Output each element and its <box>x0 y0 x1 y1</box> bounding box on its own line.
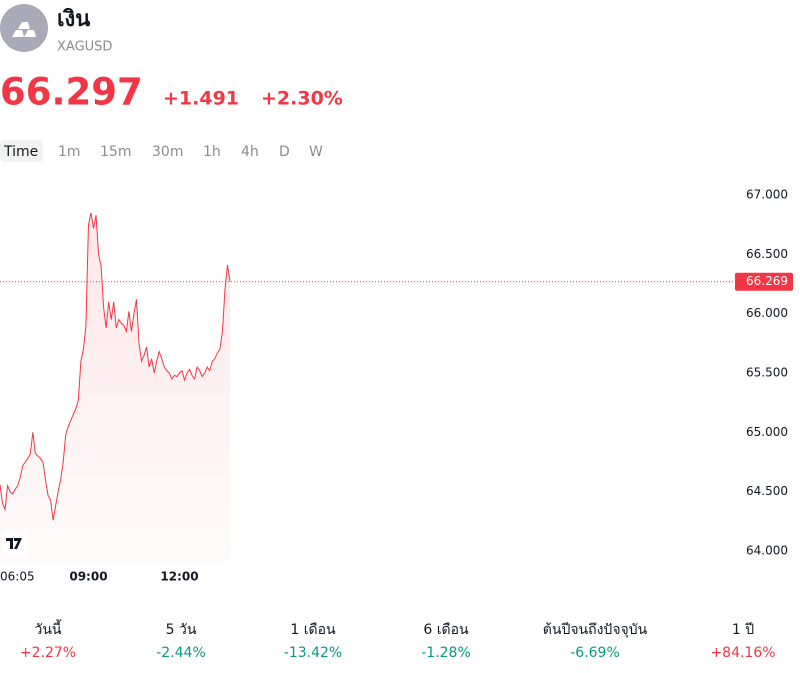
y-tick-label: 64.000 <box>746 544 788 558</box>
interval-tab[interactable]: Time <box>3 144 38 160</box>
x-tick-label: 06:05 <box>0 570 35 584</box>
interval-bar: Time 1m 15m 30m 1h 4h D W <box>3 144 323 160</box>
y-tick-label: 65.000 <box>746 425 788 439</box>
symbol-name: เงิน <box>57 7 90 32</box>
performance-value[interactable]: -1.28% <box>421 645 471 661</box>
performance-row: วันนี้ +2.27% 5 วัน -2.44% 1 เดือน -13.42% 6 เ… <box>20 619 776 661</box>
performance-value[interactable]: +84.16% <box>710 645 775 661</box>
performance-label[interactable]: 6 เดือน <box>423 622 469 638</box>
performance-label[interactable]: วันนี้ <box>34 619 62 638</box>
price-change: +1.491 <box>163 88 239 110</box>
interval-tab[interactable]: 4h <box>241 144 259 160</box>
price-change-percent: +2.30% <box>261 88 343 110</box>
interval-tab[interactable]: 30m <box>152 144 183 160</box>
y-tick-label: 65.500 <box>746 366 788 380</box>
performance-label[interactable]: ต้นปีจนถึงปัจจุบัน <box>543 622 648 638</box>
performance-label[interactable]: 1 ปี <box>732 622 754 638</box>
interval-tab[interactable]: 15m <box>100 144 131 160</box>
performance-value[interactable]: -13.42% <box>284 645 342 661</box>
performance-label[interactable]: 1 เดือน <box>290 622 336 638</box>
interval-tab[interactable]: 1h <box>203 144 221 160</box>
y-tick-label: 66.000 <box>746 306 788 320</box>
interval-selected-bg <box>0 140 43 162</box>
area <box>0 212 230 563</box>
chart: 64.000 64.500 65.000 65.500 66.000 66.500 67.0… <box>0 187 793 584</box>
price-line <box>0 212 231 521</box>
price: 66.297 <box>0 71 143 114</box>
performance-value[interactable]: -2.44% <box>156 645 206 661</box>
y-tick-label: 64.500 <box>746 484 788 498</box>
x-tick-label: 12:00 <box>160 570 198 584</box>
last-price-tag <box>735 272 793 291</box>
performance-value[interactable]: +2.27% <box>20 645 76 661</box>
tv-logo <box>2 531 28 555</box>
x-tick-label: 09:00 <box>69 570 107 584</box>
interval-tab[interactable]: W <box>309 144 323 160</box>
y-tick-label: 67.000 <box>746 187 788 201</box>
symbol-code: XAGUSD <box>57 40 112 55</box>
performance-label[interactable]: 5 วัน <box>166 622 197 638</box>
y-tick-label: 66.500 <box>746 247 788 261</box>
interval-tab[interactable]: D <box>279 144 290 160</box>
symbol-icon <box>0 4 48 52</box>
performance-value[interactable]: -6.69% <box>570 645 620 661</box>
interval-tab[interactable]: 1m <box>58 144 81 160</box>
last-price-label: 66.269 <box>746 274 788 288</box>
